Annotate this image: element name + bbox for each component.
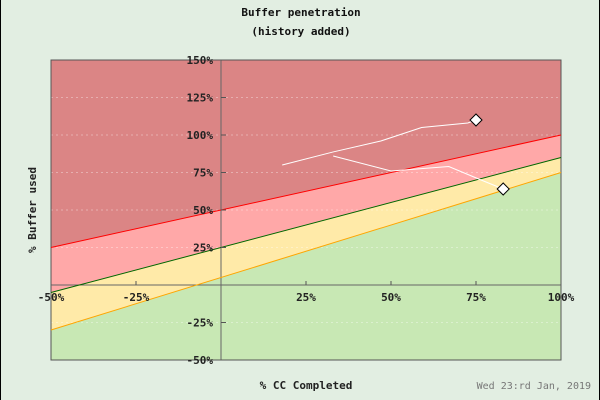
y-tick-label: 50%: [193, 204, 213, 217]
y-tick-label: -50%: [187, 354, 214, 367]
y-tick-label: 100%: [187, 129, 214, 142]
x-tick-label: -50%: [38, 291, 65, 304]
y-tick-label: 75%: [193, 167, 213, 180]
y-axis-label: % Buffer used: [26, 167, 39, 253]
chart-title: Buffer penetration: [241, 6, 361, 19]
x-tick-label: 50%: [381, 291, 401, 304]
x-tick-label: -25%: [123, 291, 150, 304]
plot-frame: [50, 59, 562, 361]
orange-boundary-line: [50, 172, 562, 331]
red-boundary-line: [50, 134, 562, 248]
x-tick-label: 25%: [296, 291, 316, 304]
history-2-line: [333, 155, 504, 190]
x-tick-label: 100%: [548, 291, 575, 304]
x-axis-label: % CC Completed: [260, 379, 353, 392]
history-2-marker: [496, 182, 510, 196]
y-tick-label: 150%: [187, 54, 214, 67]
y-tick-label: 125%: [187, 92, 214, 105]
y-tick-label: 25%: [193, 242, 213, 255]
pink-zone: [51, 135, 561, 293]
history-1-marker: [469, 113, 483, 127]
yellow-zone: [51, 157, 561, 330]
history-1-line: [282, 119, 477, 166]
chart-subtitle: (history added): [251, 25, 351, 38]
red-zone: [51, 60, 561, 248]
green-boundary-line: [50, 157, 562, 293]
green-zone: [51, 172, 561, 360]
y-tick-label: -25%: [187, 317, 214, 330]
x-tick-label: 75%: [466, 291, 486, 304]
footer-date: Wed 23:rd Jan, 2019: [477, 381, 591, 392]
